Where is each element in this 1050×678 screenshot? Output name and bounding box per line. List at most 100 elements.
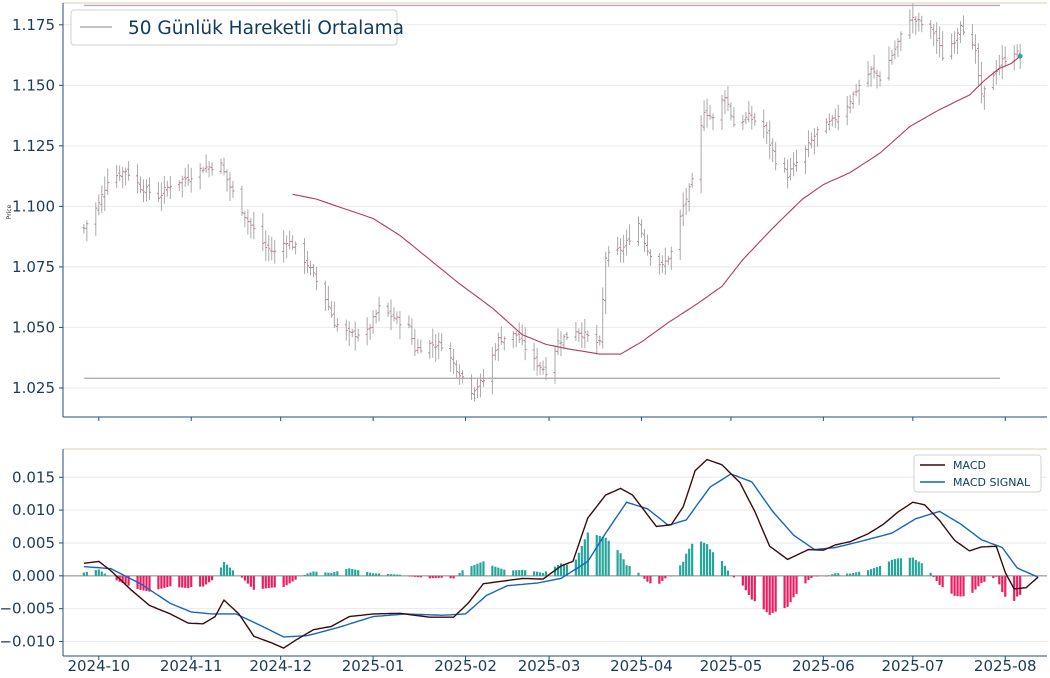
- macd-histogram-bar: [476, 563, 479, 576]
- macd-histogram-bar: [187, 575, 190, 589]
- macd-histogram-bar: [625, 565, 628, 576]
- macd-histogram-bar: [389, 574, 393, 576]
- macd-histogram-bar: [482, 561, 485, 576]
- macd-histogram-bar: [637, 572, 640, 576]
- macd-histogram-bar: [622, 559, 625, 576]
- ma50-line: [292, 55, 1021, 355]
- macd-histogram-bar: [327, 572, 330, 576]
- macd-histogram-bar: [348, 568, 351, 576]
- macd-histogram-bar: [190, 575, 193, 588]
- macd-histogram-bar: [586, 532, 589, 576]
- macd-histogram-bar: [267, 575, 270, 589]
- macd-histogram-bar: [521, 569, 524, 576]
- macd-histogram-bar: [312, 571, 315, 576]
- macd-histogram-bar: [828, 575, 831, 576]
- macd-histogram-bar: [574, 559, 577, 576]
- macd-histogram-bar: [950, 575, 953, 594]
- macd-histogram-bar: [783, 575, 786, 609]
- macd-histogram-bar: [491, 565, 494, 576]
- macd-histogram-bar: [416, 575, 419, 578]
- macd-histogram-bar: [837, 573, 840, 576]
- macd-histogram-bar: [452, 575, 455, 579]
- macd-histogram-bar: [646, 575, 649, 582]
- macd-histogram-bar: [103, 573, 106, 576]
- macd-histogram-bar: [479, 562, 482, 576]
- price-legend-box: [70, 9, 398, 46]
- macd-histogram-bar: [544, 571, 548, 576]
- macd-histogram-bar: [878, 565, 882, 576]
- macd-histogram-bar: [938, 575, 941, 586]
- macd-histogram-bar: [998, 575, 1001, 585]
- macd-histogram-bar: [768, 575, 771, 615]
- macd-histogram-bar: [977, 575, 980, 587]
- macd-histogram-bar: [240, 575, 244, 578]
- macd-histogram-bar: [273, 575, 276, 588]
- macd-histogram-bar: [210, 575, 214, 581]
- macd-histogram-bar: [643, 575, 646, 579]
- macd-histogram-bar: [971, 575, 974, 593]
- macd-histogram-bar: [705, 544, 709, 576]
- macd-histogram-bar: [732, 575, 736, 578]
- x-tick-label: 2025-07: [881, 657, 944, 675]
- macd-histogram-bar: [753, 575, 756, 602]
- macd-histogram-bar: [556, 564, 560, 576]
- x-tick-label: 2025-04: [610, 657, 673, 675]
- macd-histogram-bar: [345, 569, 348, 576]
- macd-histogram-bar: [285, 575, 288, 586]
- macd-histogram-bar: [744, 575, 747, 591]
- macd-histogram-bar: [896, 558, 900, 576]
- macd-histogram-bar: [813, 575, 816, 577]
- macd-histogram-bar: [106, 575, 109, 577]
- price-y-tick-label: 1.025: [12, 379, 55, 397]
- macd-histogram-bar: [920, 563, 923, 576]
- macd-histogram-bar: [202, 575, 205, 587]
- macd-histogram-bar: [929, 572, 932, 576]
- macd-histogram-bar: [398, 574, 402, 576]
- macd-histogram-bar: [181, 575, 184, 588]
- macd-histogram-bar: [562, 564, 566, 576]
- macd-histogram-bar: [461, 570, 464, 576]
- x-tick-label: 2025-05: [700, 657, 763, 675]
- macd-histogram-bar: [577, 552, 580, 576]
- macd-histogram-bar: [983, 575, 986, 582]
- price-x-ticks: [98, 417, 1006, 421]
- price-legend-label: 50 Günlük Hareketli Ortalama: [128, 18, 404, 39]
- macd-y-tick-label: 0.010: [12, 501, 55, 519]
- macd-histogram-bar: [858, 571, 861, 576]
- macd-histogram-bar: [163, 575, 166, 588]
- macd-histogram-bar: [932, 575, 935, 577]
- macd-histogram-bar: [100, 571, 103, 576]
- macd-histogram-bar: [720, 560, 724, 576]
- macd-histogram-bar: [121, 575, 124, 584]
- macd-histogram-bar: [941, 575, 944, 588]
- price-ohlc-bars: [82, 3, 1022, 402]
- macd-histogram-bar: [670, 575, 673, 577]
- macd-histogram-bar: [419, 575, 422, 578]
- macd-histogram-bar: [252, 575, 255, 590]
- macd-histogram-bar: [303, 575, 306, 576]
- price-y-tick-label: 1.075: [12, 258, 55, 276]
- macd-histogram-bar: [890, 559, 894, 576]
- macd-histogram-bar: [246, 575, 249, 584]
- macd-histogram-bar: [765, 575, 768, 613]
- macd-histogram-bar: [261, 575, 264, 589]
- macd-histogram-bar: [208, 575, 211, 583]
- macd-histogram-bar: [917, 561, 920, 576]
- macd-histogram-bar: [455, 575, 458, 577]
- macd-x-ticks: 2024-10 2024-11 2024-12 2025-01 2025-02 2025-…: [67, 656, 1037, 675]
- macd-histogram-bar: [124, 575, 127, 585]
- macd-histogram-bar: [691, 543, 694, 576]
- macd-histogram-bar: [145, 575, 148, 592]
- macd-histogram-bar: [85, 571, 88, 576]
- price-y-tick-label: 1.125: [12, 137, 55, 155]
- macd-histogram-bar: [682, 561, 685, 576]
- macd-histogram-bar: [431, 575, 434, 579]
- price-y-axis-label: Price: [6, 204, 13, 219]
- macd-y-ticks: −0.010 −0.005 0.000 0.005 0.010 0.015: [0, 468, 63, 651]
- macd-histogram-bar: [816, 575, 819, 577]
- macd-histogram-bar: [580, 546, 583, 576]
- macd-histogram-bar: [875, 567, 879, 576]
- macd-histogram-bar: [148, 575, 151, 592]
- macd-y-tick-label: −0.005: [0, 600, 55, 618]
- macd-histogram-bar: [395, 574, 399, 576]
